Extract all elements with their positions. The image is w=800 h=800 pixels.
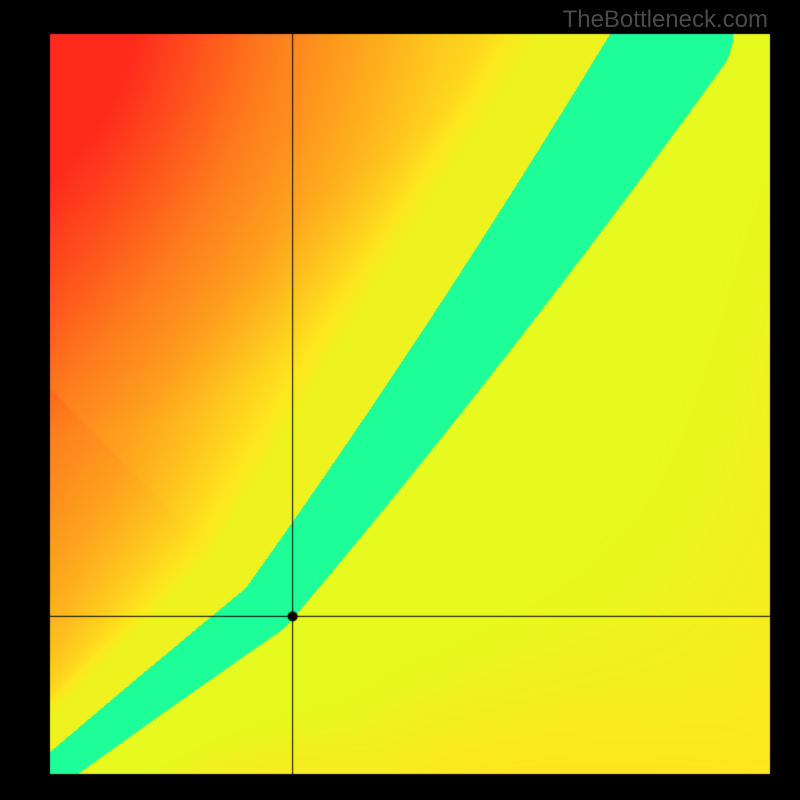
chart-container: TheBottleneck.com [0, 0, 800, 800]
watermark-text: TheBottleneck.com [563, 6, 768, 34]
heatmap-canvas [0, 0, 800, 800]
